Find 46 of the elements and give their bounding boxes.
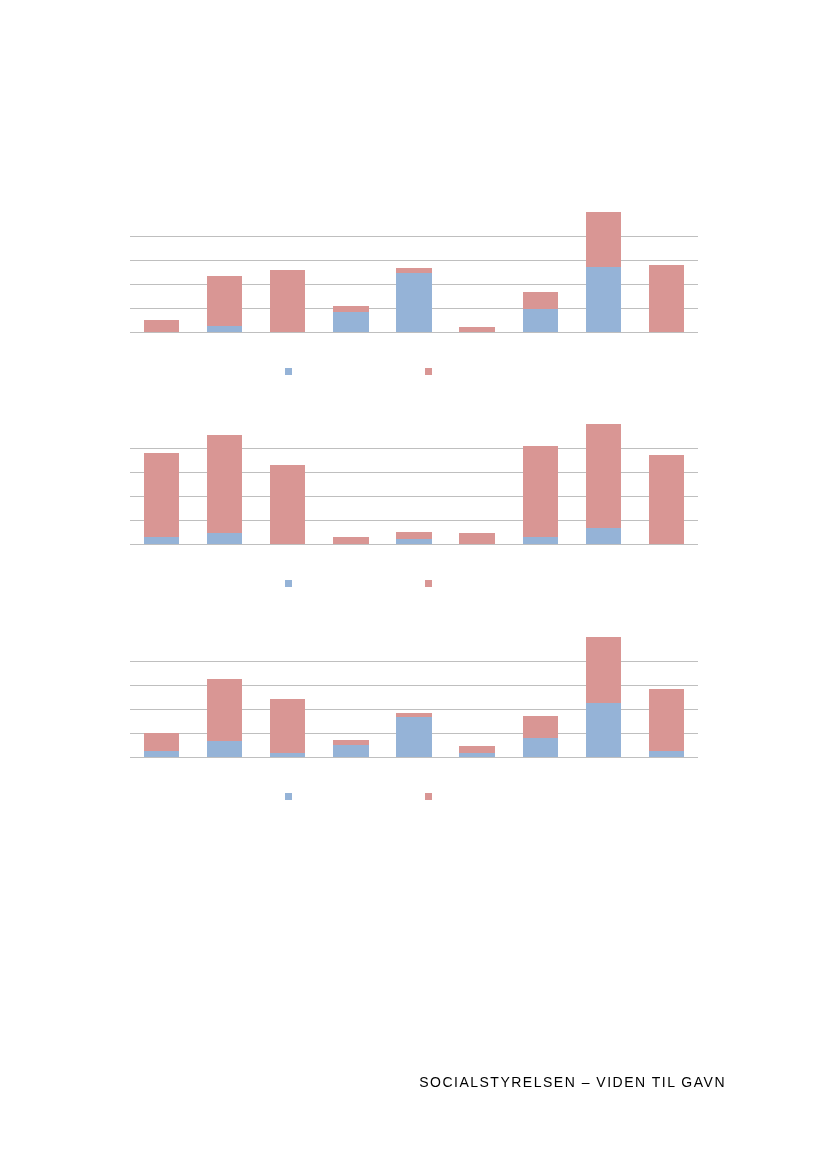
bar (396, 273, 432, 332)
bar (207, 533, 243, 544)
bar (396, 268, 432, 274)
bar (333, 745, 369, 757)
bar (585, 637, 621, 703)
bar (648, 264, 685, 332)
bar (648, 455, 685, 544)
bar (459, 533, 495, 544)
bar (207, 741, 243, 757)
bar (143, 733, 180, 751)
bar (585, 424, 621, 529)
bar (270, 464, 306, 544)
bar (522, 536, 558, 544)
bar (143, 536, 180, 544)
bar (143, 452, 180, 537)
bar (333, 536, 369, 544)
bar (396, 717, 432, 757)
bar (207, 679, 243, 742)
bar (333, 740, 369, 745)
bar (207, 275, 243, 326)
bar (459, 753, 495, 757)
bar (270, 699, 306, 754)
bar (648, 751, 685, 757)
bar (143, 751, 180, 757)
bar (207, 434, 243, 534)
bar (459, 746, 495, 754)
bar (459, 327, 495, 332)
bar (522, 716, 558, 738)
bar (207, 326, 243, 332)
bar (333, 305, 369, 312)
bar (396, 539, 432, 544)
bar (585, 212, 621, 268)
bar (585, 703, 621, 757)
bar (522, 445, 558, 537)
text: SOCIALSTYRELSEN – VIDEN TIL GAVN (419, 1074, 726, 1090)
bar (270, 269, 306, 332)
bar (522, 309, 558, 332)
bar (143, 320, 180, 332)
bar (333, 311, 369, 332)
bar (270, 753, 306, 757)
bar (585, 528, 621, 544)
bar (522, 292, 558, 310)
bar (585, 267, 621, 332)
bar (648, 688, 685, 751)
bar (396, 532, 432, 540)
bar (522, 737, 558, 757)
